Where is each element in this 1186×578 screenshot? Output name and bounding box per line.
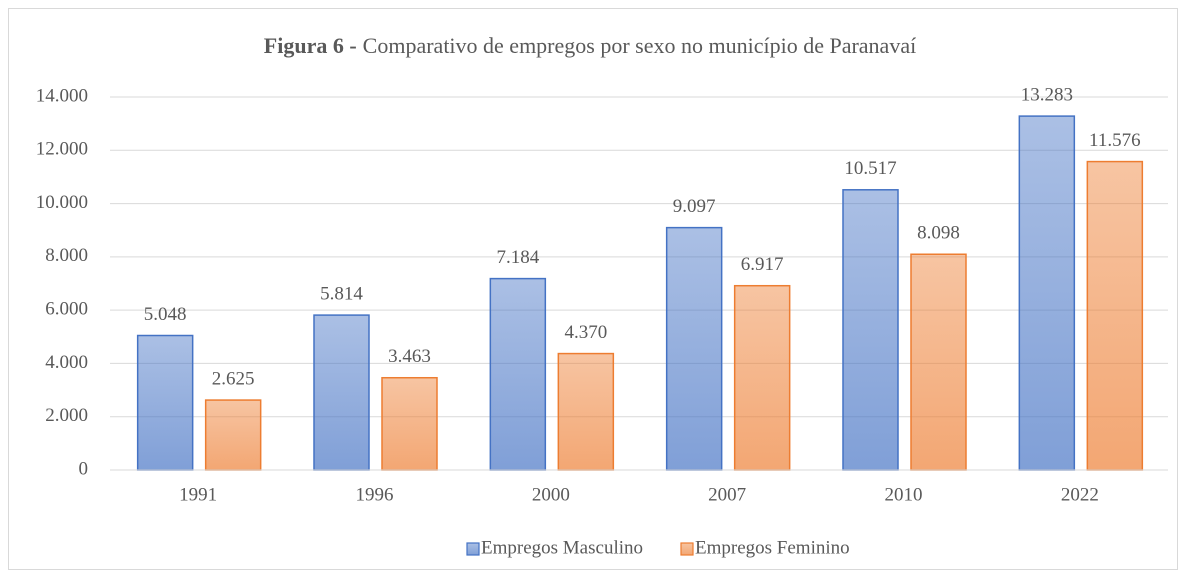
x-tick-label: 1991 <box>179 484 217 505</box>
y-tick-label: 10.000 <box>36 192 88 213</box>
legend-swatch <box>680 542 694 556</box>
bar <box>557 352 615 471</box>
value-label: 9.097 <box>673 196 716 217</box>
value-label: 8.098 <box>917 223 960 244</box>
bar <box>733 284 791 471</box>
bar <box>842 189 899 471</box>
chart-title: Figura 6 - Comparativo de empregos por se… <box>264 33 916 58</box>
value-label: 11.576 <box>1089 130 1141 151</box>
x-tick-label: 2010 <box>885 484 923 505</box>
y-tick-label: 6.000 <box>45 299 88 320</box>
bar <box>1018 115 1076 471</box>
y-tick-label: 14.000 <box>36 85 88 106</box>
y-tick-label: 2.000 <box>45 405 88 426</box>
x-tick-label: 2007 <box>708 484 746 505</box>
value-label: 4.370 <box>564 322 607 343</box>
value-label: 6.917 <box>741 254 784 275</box>
x-tick-label: 2000 <box>532 484 570 505</box>
legend-label: Empregos Feminino <box>695 537 850 558</box>
value-label: 2.625 <box>212 368 255 389</box>
value-label: 5.048 <box>144 304 187 325</box>
bar <box>313 314 370 471</box>
bar <box>489 277 547 471</box>
value-label: 3.463 <box>388 346 431 367</box>
value-label: 10.517 <box>844 158 896 179</box>
y-tick-label: 4.000 <box>45 352 88 373</box>
bar <box>204 399 262 471</box>
chart-border <box>8 8 1178 570</box>
y-tick-label: 8.000 <box>45 245 88 266</box>
bar <box>1086 160 1144 471</box>
bar <box>665 226 723 471</box>
title-text: Comparativo de empregos por sexo no muni… <box>363 33 917 58</box>
bar <box>910 253 967 471</box>
bar <box>136 334 194 471</box>
x-tick-label: 1996 <box>356 484 394 505</box>
title-prefix: Figura 6 - <box>264 33 357 58</box>
x-tick-label: 2022 <box>1061 484 1099 505</box>
value-label: 7.184 <box>496 247 539 268</box>
bar <box>381 376 438 471</box>
legend-swatch <box>466 542 480 556</box>
y-tick-label: 0 <box>79 458 89 479</box>
value-label: 5.814 <box>320 283 363 304</box>
value-label: 13.283 <box>1021 84 1073 105</box>
y-tick-label: 12.000 <box>36 139 88 160</box>
legend-label: Empregos Masculino <box>481 537 643 558</box>
